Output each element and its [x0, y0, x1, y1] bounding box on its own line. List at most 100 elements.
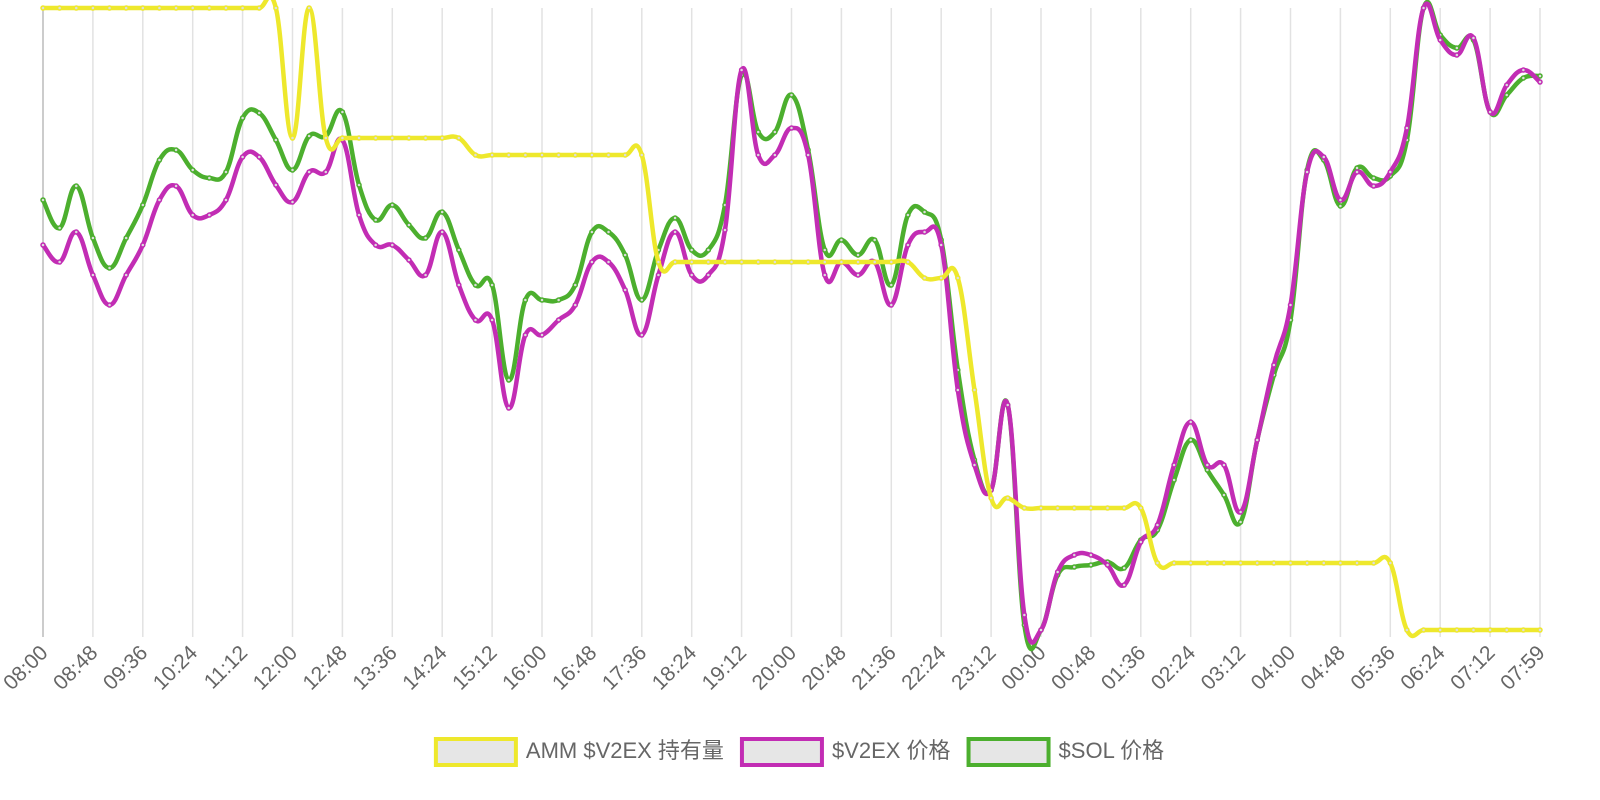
point [938, 275, 944, 281]
x-tick-label: 08:00 [0, 641, 53, 694]
point [189, 167, 196, 173]
point [206, 175, 213, 181]
point [822, 259, 828, 265]
point [56, 225, 63, 231]
series [40, 1, 1543, 645]
point [1420, 5, 1427, 11]
point [639, 297, 645, 303]
point [572, 302, 579, 308]
x-tick-label: 23:12 [947, 641, 1000, 694]
point [1104, 505, 1111, 511]
point [1503, 627, 1510, 633]
point [156, 5, 163, 11]
point [838, 237, 845, 243]
point [772, 259, 778, 265]
point [672, 259, 678, 265]
point [1321, 560, 1327, 566]
point [356, 182, 362, 188]
point [1121, 565, 1127, 571]
x-tick-label: 20:48 [798, 641, 851, 694]
x-tick-label: 04:48 [1297, 641, 1350, 694]
legend-swatch [966, 737, 1051, 767]
point [1370, 183, 1377, 189]
point [40, 242, 46, 248]
point [1004, 402, 1011, 408]
point [223, 197, 229, 203]
x-tick-label: 12:00 [249, 641, 302, 694]
point [173, 147, 179, 153]
point [406, 135, 412, 141]
point [239, 154, 246, 160]
point [788, 92, 795, 98]
point [289, 167, 296, 173]
point [239, 115, 246, 121]
point [772, 129, 778, 135]
point [605, 229, 612, 235]
point [472, 152, 479, 158]
point [1138, 505, 1144, 511]
point [921, 229, 928, 235]
point [1104, 562, 1111, 568]
point [1071, 564, 1078, 570]
point [1154, 522, 1161, 528]
point [871, 259, 878, 265]
point [223, 169, 229, 175]
x-tick-label: 18:24 [648, 641, 702, 695]
point [106, 265, 113, 271]
point [140, 202, 146, 208]
point [56, 259, 63, 265]
point [1121, 505, 1127, 511]
point [173, 183, 179, 189]
point [372, 217, 379, 223]
point [389, 242, 396, 248]
point [189, 5, 196, 11]
legend: AMM $V2EX 持有量 $V2EX 价格 $SOL 价格 [433, 737, 1164, 767]
point [339, 135, 346, 141]
point [822, 247, 828, 253]
point [56, 5, 63, 11]
point [1204, 462, 1211, 468]
point [1054, 569, 1061, 575]
point [572, 282, 579, 288]
point [422, 272, 429, 278]
point [971, 462, 978, 468]
point [1237, 519, 1244, 525]
point [73, 5, 80, 11]
x-tick-label: 03:12 [1197, 641, 1250, 694]
point [123, 5, 129, 11]
point [1187, 419, 1194, 425]
point [456, 282, 462, 288]
point [589, 229, 595, 235]
point [988, 495, 994, 501]
point [1520, 627, 1527, 633]
point [123, 235, 129, 241]
point [722, 259, 728, 265]
point [871, 237, 878, 243]
point [273, 182, 279, 188]
x-tick-label: 15:12 [448, 641, 501, 694]
point [256, 110, 262, 116]
point [256, 5, 262, 11]
point [1354, 560, 1360, 566]
x-tick-label: 11:12 [200, 641, 252, 693]
point [456, 135, 462, 141]
point [622, 252, 628, 258]
x-tick-label: 08:48 [49, 641, 102, 694]
point [273, 5, 279, 11]
point [1254, 560, 1260, 566]
point [173, 5, 179, 11]
point [439, 209, 445, 215]
point [1437, 37, 1443, 43]
point [788, 125, 795, 131]
point [905, 212, 911, 218]
point [805, 259, 811, 265]
point [1454, 52, 1460, 58]
point [539, 332, 545, 338]
point [539, 152, 545, 158]
point [1487, 109, 1493, 115]
point [805, 152, 811, 158]
point [738, 67, 745, 73]
point [1420, 627, 1427, 633]
point [1287, 302, 1294, 308]
